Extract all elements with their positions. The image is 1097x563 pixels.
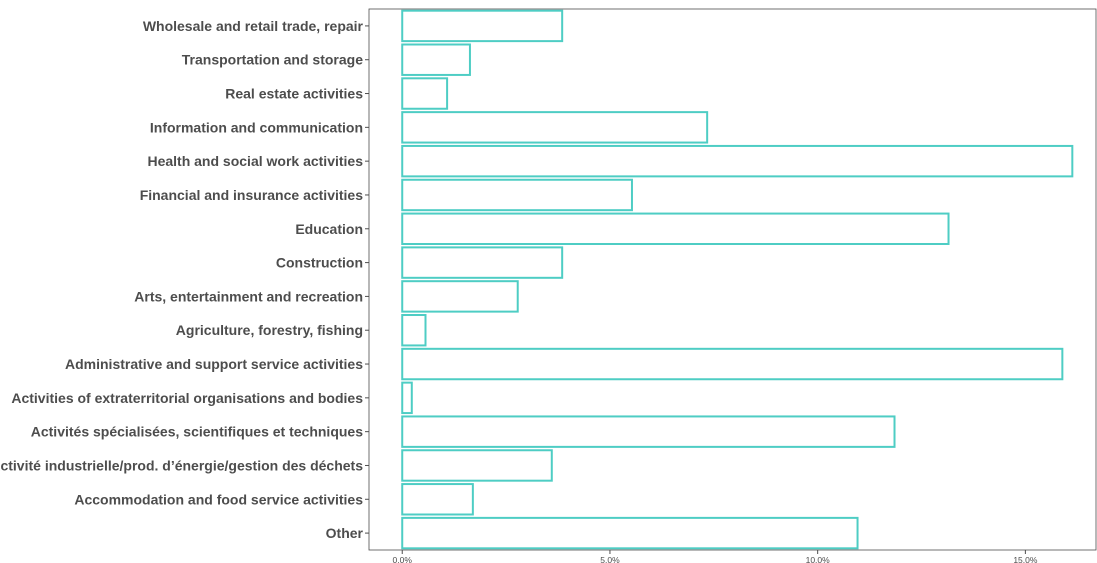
bar [401,144,1074,178]
bar [401,77,449,110]
bar [401,314,427,347]
y-tick-label: Accommodation and food service activitie… [74,491,363,507]
plot-panel-border [368,8,1097,551]
bar [401,9,564,43]
y-tick-label: Administrative and support service activ… [65,356,363,372]
bar [401,347,1064,381]
x-tick-label: 10.0% [806,555,831,563]
bars-group [401,9,1074,550]
bar [401,415,896,448]
bar [401,280,519,313]
y-tick-label: Information and communication [150,119,363,135]
x-tick-label: 5.0% [600,555,620,563]
x-tick-label: 15.0% [1013,555,1038,563]
bar [401,212,950,245]
bar [401,246,564,279]
y-tick-label: Other [326,525,364,541]
y-tick-label: Real estate activities [225,86,363,102]
y-tick-label: Activité industrielle/prod. d’énergie/ge… [0,457,363,473]
bar [401,483,474,516]
bar [401,43,471,76]
y-tick-label: Education [295,221,363,237]
bar [401,111,709,144]
x-tick-label: 0.0% [393,555,413,563]
y-tick-label: Construction [276,255,363,271]
bar [401,516,859,550]
bar [401,449,553,482]
bar [401,381,413,415]
x-axis: 0.0% 5.0% 10.0% 15.0% [393,550,1038,563]
bar [401,178,633,212]
y-tick-label: Transportation and storage [182,52,363,68]
y-tick-label: Agriculture, forestry, fishing [176,322,363,338]
y-tick-label: Activités spécialisées, scientifiques et… [31,424,363,440]
y-tick-label: Wholesale and retail trade, repair [143,18,364,34]
y-axis: Wholesale and retail trade, repair Transp… [0,18,369,541]
y-tick-label: Financial and insurance activities [140,187,364,203]
y-tick-label: Health and social work activities [147,153,363,169]
y-tick-label: Arts, entertainment and recreation [134,288,363,304]
y-tick-label: Activities of extraterritorial organisat… [11,390,363,406]
